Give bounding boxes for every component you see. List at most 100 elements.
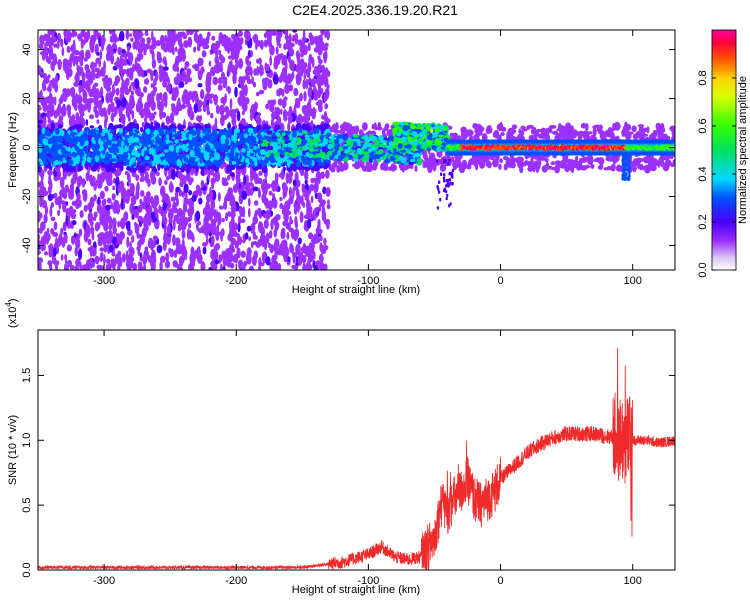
spectrogram-cell bbox=[287, 121, 291, 132]
spectrogram-cell bbox=[252, 35, 258, 42]
spectrogram-cell bbox=[189, 110, 195, 121]
spectrogram-cell bbox=[217, 192, 221, 202]
spectrogram-cell bbox=[90, 226, 95, 235]
spectrogram-cell bbox=[592, 127, 597, 137]
spectrogram-cell bbox=[237, 30, 244, 37]
spectrogram-cell bbox=[235, 172, 240, 184]
spectrogram-cell bbox=[268, 190, 273, 196]
spectrogram-cell bbox=[307, 253, 314, 263]
spectrogram-cell bbox=[65, 68, 70, 81]
spectrogram-cell bbox=[292, 179, 297, 187]
spectrogram-cell bbox=[196, 35, 201, 46]
spectrogram-cell bbox=[177, 224, 182, 232]
spectrogram-cell bbox=[303, 91, 307, 102]
spectrogram-cell bbox=[117, 184, 122, 193]
spectrogram-cell bbox=[131, 110, 135, 120]
spectrogram-cell bbox=[644, 165, 651, 174]
spectrogram-cell bbox=[249, 187, 254, 195]
spectrogram-cell bbox=[39, 89, 43, 100]
spectrogram-cell bbox=[55, 237, 59, 247]
spectrogram-cell bbox=[54, 109, 57, 118]
spectrogram-cell bbox=[311, 244, 315, 254]
spectrogram-cell bbox=[213, 64, 217, 74]
spectrogram-cell bbox=[207, 169, 211, 180]
spectrogram-cell bbox=[98, 265, 105, 270]
spectrogram-cell bbox=[48, 174, 52, 182]
spectrogram-cell bbox=[47, 244, 54, 249]
spectrogram-cell bbox=[48, 180, 53, 191]
spectrogram-cell bbox=[311, 56, 315, 68]
spectrogram-cell bbox=[143, 222, 149, 229]
spectrogram-cell bbox=[537, 133, 542, 137]
spectrogram-cell bbox=[324, 103, 329, 110]
spectrogram-cell bbox=[288, 33, 292, 45]
spectrogram-cell bbox=[231, 238, 235, 245]
spectrogram-cell bbox=[326, 30, 330, 41]
spectrogram-cell bbox=[303, 107, 308, 117]
spectrogram-cell bbox=[304, 220, 308, 229]
spectrogram-cell bbox=[74, 264, 79, 270]
spectrogram-cell bbox=[371, 165, 378, 169]
spectrogram-cell bbox=[62, 201, 67, 213]
spectrogram-cell bbox=[161, 111, 167, 119]
spectrogram-cell bbox=[96, 203, 103, 214]
spectrogram-cell bbox=[554, 160, 562, 166]
spectrogram-cell bbox=[298, 167, 302, 171]
spectrogram-cell bbox=[54, 264, 59, 270]
spectrogram-cell bbox=[503, 163, 508, 171]
spectrogram-cell bbox=[516, 134, 523, 140]
spectrogram-cell bbox=[598, 124, 603, 131]
spectrogram-cell bbox=[94, 43, 99, 55]
spectrogram-cell bbox=[247, 197, 251, 207]
spectrogram-cell bbox=[300, 246, 306, 254]
spectrogram-cell bbox=[188, 90, 193, 101]
spectrogram-cell bbox=[188, 222, 192, 229]
spectrogram-cell bbox=[481, 133, 488, 142]
spectrogram-cell bbox=[112, 225, 117, 236]
spectrogram-cell bbox=[73, 233, 77, 238]
spectrogram-cell bbox=[53, 221, 58, 231]
spectrogram-cell bbox=[93, 30, 97, 36]
spectrogram-cell bbox=[274, 221, 280, 230]
spectrogram-cell bbox=[161, 123, 165, 130]
spectrogram-cell bbox=[324, 219, 328, 225]
spectrogram-cell bbox=[384, 123, 390, 130]
spectrogram-cell bbox=[132, 262, 138, 270]
spectrogram-cell bbox=[287, 114, 293, 124]
spectrogram-cell bbox=[237, 236, 243, 246]
spectrogram-cell bbox=[150, 211, 156, 219]
spectrogram-cell bbox=[210, 177, 217, 184]
spectrogram-cell bbox=[189, 201, 193, 213]
spectrogram-cell bbox=[380, 163, 385, 170]
spectrogram-cell bbox=[110, 102, 115, 114]
spectrogram-cell bbox=[76, 94, 83, 105]
spectrogram-cell bbox=[85, 119, 89, 126]
spectrogram-cell bbox=[94, 67, 100, 73]
spectrogram-cell bbox=[279, 196, 283, 202]
spectrogram-cell bbox=[176, 216, 180, 225]
spectrogram-cell bbox=[53, 232, 58, 238]
spectrogram-cell bbox=[500, 132, 505, 137]
spectrogram-cell bbox=[171, 168, 176, 181]
spectrogram-cell bbox=[104, 185, 109, 192]
spectrogram-cell bbox=[89, 114, 95, 120]
spectrogram-cell bbox=[279, 108, 283, 115]
spectrogram-cell bbox=[169, 181, 173, 192]
spectrogram-cell bbox=[324, 263, 328, 270]
spectrogram-cell bbox=[130, 197, 137, 206]
spectrogram-cell bbox=[42, 79, 46, 90]
spectrogram-cell bbox=[193, 103, 198, 114]
spectrogram-cell bbox=[57, 234, 63, 245]
spectrogram-cell bbox=[383, 162, 388, 171]
spectrogram-cell bbox=[71, 30, 76, 38]
spectrogram-cell bbox=[206, 237, 209, 245]
spectrogram-cell bbox=[319, 235, 323, 242]
spectrogram-cell bbox=[200, 261, 206, 270]
spectrogram-cell bbox=[255, 42, 258, 51]
spectrogram-cell bbox=[265, 209, 271, 220]
spectrogram-cell bbox=[232, 51, 237, 60]
spectrogram-cell bbox=[187, 207, 191, 217]
spectrogram-cell bbox=[176, 264, 181, 269]
spectrogram-cell bbox=[109, 38, 115, 43]
spectrogram-cell bbox=[51, 62, 55, 72]
